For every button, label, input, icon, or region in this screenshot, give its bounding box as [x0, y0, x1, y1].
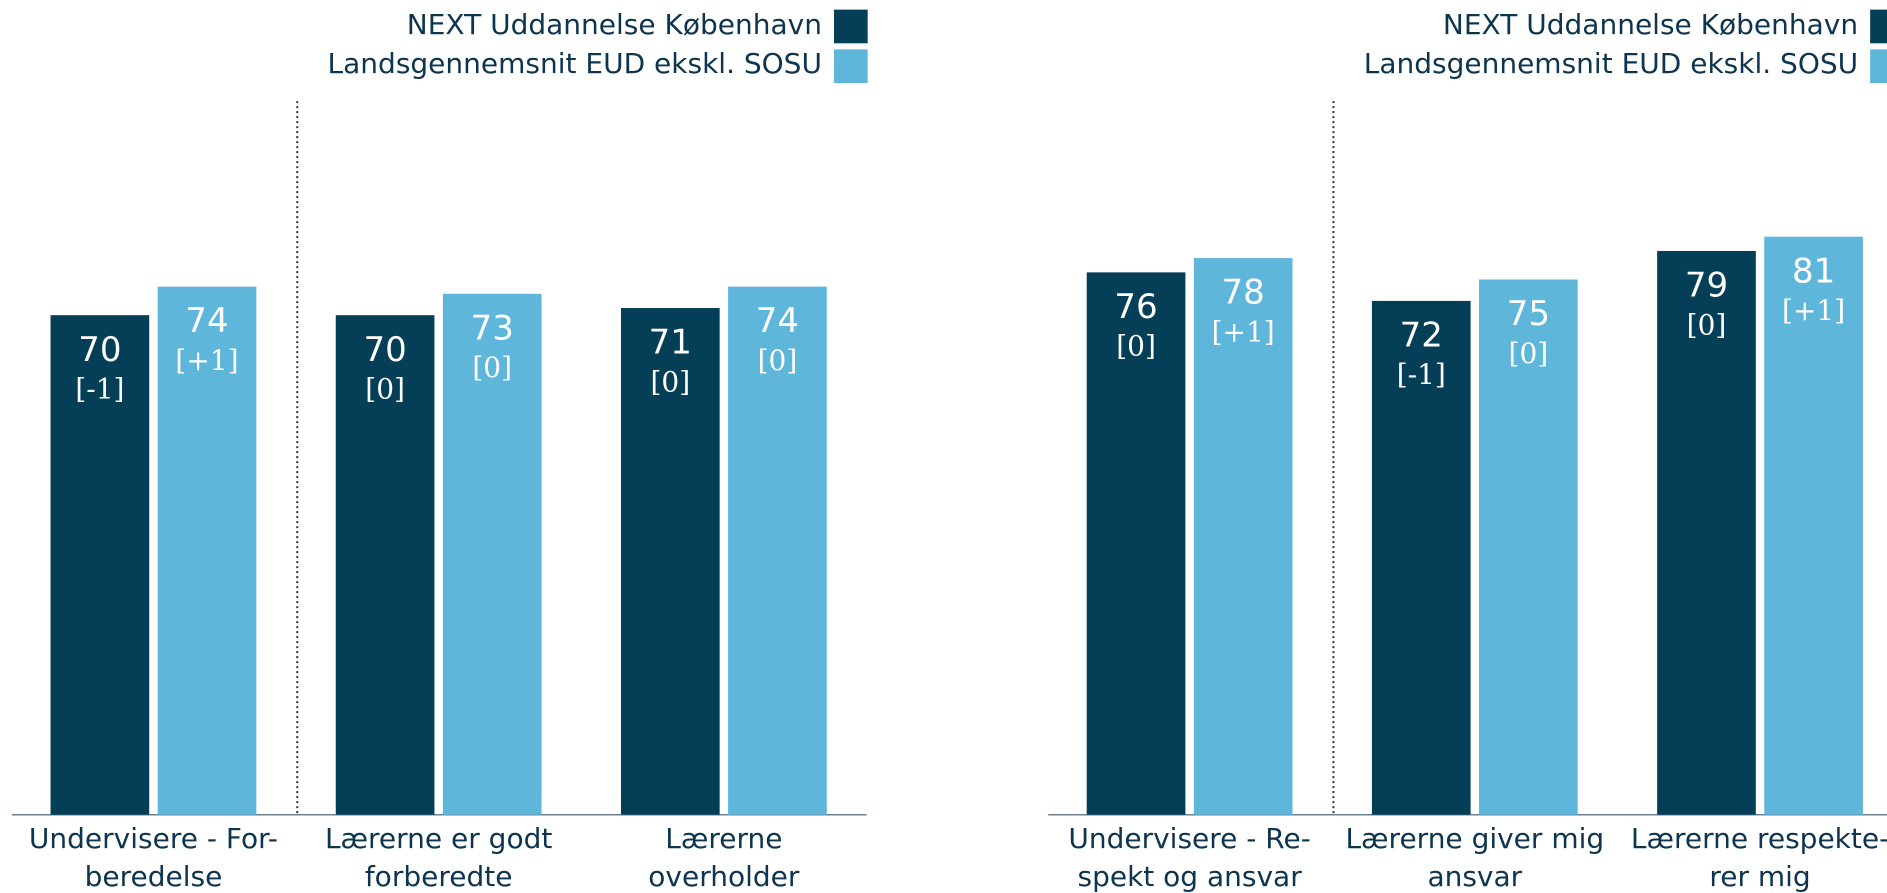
change-label: [0]	[1116, 330, 1156, 363]
value-label: 74	[185, 301, 228, 341]
change-label: [0]	[650, 365, 690, 398]
change-label: [-1]	[1397, 358, 1446, 391]
value-label: 76	[1114, 287, 1157, 327]
value-label: 79	[1685, 266, 1728, 306]
change-label: [0]	[472, 351, 512, 384]
x-tick-label: Undervisere - Re- spekt og ansvar	[1068, 821, 1311, 893]
change-label: [0]	[365, 372, 405, 405]
bar	[50, 315, 150, 815]
change-label: [0]	[1687, 308, 1727, 341]
legend-label: Landsgennemsnit EUD ekskl. SOSU	[1363, 47, 1859, 81]
x-tick-label: Lærerne giver mig ansvar	[1345, 821, 1605, 893]
value-label: 73	[471, 308, 514, 348]
change-label: [+1]	[175, 344, 238, 377]
change-label: [+1]	[1212, 315, 1275, 348]
value-label: 72	[1400, 316, 1443, 356]
x-tick-label: Lærerne respekte- rer mig	[1630, 821, 1887, 893]
x-tick-label: Lærerne overholder aftaler	[648, 821, 800, 893]
value-label: 75	[1507, 294, 1550, 334]
bar	[728, 286, 827, 815]
value-label: 70	[78, 330, 121, 370]
legend-label: NEXT Uddannelse København	[406, 7, 822, 41]
change-label: [-1]	[75, 372, 124, 405]
x-tick-label: Lærerne er godt forberedte	[324, 821, 553, 893]
bar	[620, 308, 720, 815]
value-label: 81	[1792, 251, 1835, 291]
x-tick-label: Undervisere - For- beredelse	[28, 821, 278, 893]
bar	[335, 315, 435, 815]
change-label: [+1]	[1782, 294, 1845, 327]
bar	[1479, 279, 1578, 815]
change-label: [0]	[758, 344, 798, 377]
bar	[1193, 258, 1293, 815]
legend-label: NEXT Uddannelse København	[1442, 7, 1859, 41]
value-label: 78	[1222, 273, 1265, 313]
bar	[157, 286, 257, 815]
legend-swatch	[1870, 9, 1887, 44]
bar	[1086, 272, 1186, 815]
change-label: [0]	[1509, 337, 1549, 370]
bar	[1657, 250, 1756, 815]
legend-swatch	[833, 49, 868, 84]
bar	[1371, 300, 1471, 815]
value-label: 74	[756, 301, 799, 341]
legend-swatch	[833, 9, 868, 44]
value-label: 70	[363, 330, 406, 370]
bar	[1764, 236, 1863, 815]
legend-label: Landsgennemsnit EUD ekskl. SOSU	[327, 47, 822, 81]
legend-swatch	[1870, 49, 1887, 84]
bar	[442, 293, 542, 815]
value-label: 71	[649, 323, 692, 363]
